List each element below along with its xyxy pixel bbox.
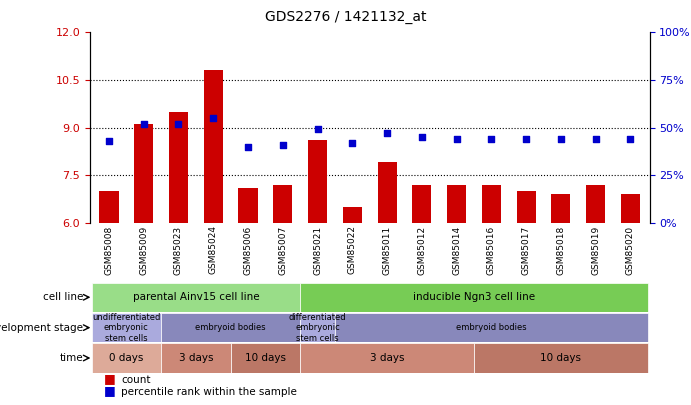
Bar	[273, 185, 292, 223]
Text: embryoid bodies: embryoid bodies	[196, 323, 266, 332]
Text: GSM85019: GSM85019	[591, 225, 600, 275]
Point	[520, 136, 531, 142]
Text: GSM85016: GSM85016	[487, 225, 496, 275]
Text: GSM85008: GSM85008	[104, 225, 113, 275]
Text: GSM85012: GSM85012	[417, 225, 426, 275]
Point	[138, 121, 149, 127]
Text: GSM85023: GSM85023	[174, 225, 183, 275]
Bar	[92, 283, 300, 312]
Text: GSM85018: GSM85018	[556, 225, 565, 275]
Bar	[474, 343, 647, 373]
Bar	[92, 313, 161, 342]
Bar	[482, 185, 501, 223]
Text: ■: ■	[104, 372, 115, 385]
Bar	[413, 185, 431, 223]
Point	[625, 136, 636, 142]
Text: undifferentiated
embryonic
stem cells: undifferentiated embryonic stem cells	[92, 313, 160, 343]
Bar	[238, 188, 258, 223]
Bar	[551, 194, 571, 223]
Text: development stage: development stage	[0, 323, 83, 333]
Bar	[204, 70, 223, 223]
Text: GSM85021: GSM85021	[313, 225, 322, 275]
Bar	[300, 313, 335, 342]
Text: GSM85014: GSM85014	[452, 225, 461, 275]
Text: 0 days: 0 days	[109, 353, 144, 363]
Text: embryoid bodies: embryoid bodies	[456, 323, 527, 332]
Text: 10 days: 10 days	[245, 353, 286, 363]
Bar	[92, 343, 161, 373]
Point	[243, 143, 254, 150]
Point	[104, 138, 115, 144]
Text: GSM85007: GSM85007	[278, 225, 287, 275]
Text: GSM85022: GSM85022	[348, 225, 357, 274]
Text: percentile rank within the sample: percentile rank within the sample	[121, 387, 297, 397]
Text: GSM85006: GSM85006	[243, 225, 252, 275]
Point	[208, 115, 219, 122]
Bar	[161, 313, 300, 342]
Text: inducible Ngn3 cell line: inducible Ngn3 cell line	[413, 292, 535, 302]
Point	[451, 136, 462, 142]
Point	[312, 126, 323, 133]
Bar	[308, 140, 327, 223]
Bar	[100, 191, 119, 223]
Text: GSM85020: GSM85020	[626, 225, 635, 275]
Text: 3 days: 3 days	[370, 353, 404, 363]
Text: differentiated
embryonic
stem cells: differentiated embryonic stem cells	[289, 313, 346, 343]
Bar	[586, 185, 605, 223]
Bar	[134, 124, 153, 223]
Text: GSM85009: GSM85009	[139, 225, 148, 275]
Bar	[377, 162, 397, 223]
Point	[381, 130, 392, 136]
Bar	[517, 191, 536, 223]
Point	[173, 121, 184, 127]
Bar	[621, 194, 640, 223]
Bar	[300, 343, 474, 373]
Point	[590, 136, 601, 142]
Text: ■: ■	[104, 384, 115, 397]
Point	[277, 141, 288, 148]
Text: 3 days: 3 days	[178, 353, 213, 363]
Text: GDS2276 / 1421132_at: GDS2276 / 1421132_at	[265, 10, 426, 24]
Text: count: count	[121, 375, 151, 385]
Bar	[447, 185, 466, 223]
Text: 10 days: 10 days	[540, 353, 581, 363]
Text: GSM85011: GSM85011	[383, 225, 392, 275]
Point	[556, 136, 567, 142]
Text: GSM85024: GSM85024	[209, 225, 218, 274]
Bar	[161, 343, 231, 373]
Point	[486, 136, 497, 142]
Point	[347, 140, 358, 146]
Text: time: time	[59, 353, 83, 363]
Bar	[343, 207, 362, 223]
Bar	[335, 313, 647, 342]
Bar	[169, 112, 188, 223]
Point	[416, 134, 427, 141]
Bar	[300, 283, 647, 312]
Text: GSM85017: GSM85017	[522, 225, 531, 275]
Text: cell line: cell line	[43, 292, 83, 302]
Text: parental Ainv15 cell line: parental Ainv15 cell line	[133, 292, 259, 302]
Bar	[231, 343, 300, 373]
